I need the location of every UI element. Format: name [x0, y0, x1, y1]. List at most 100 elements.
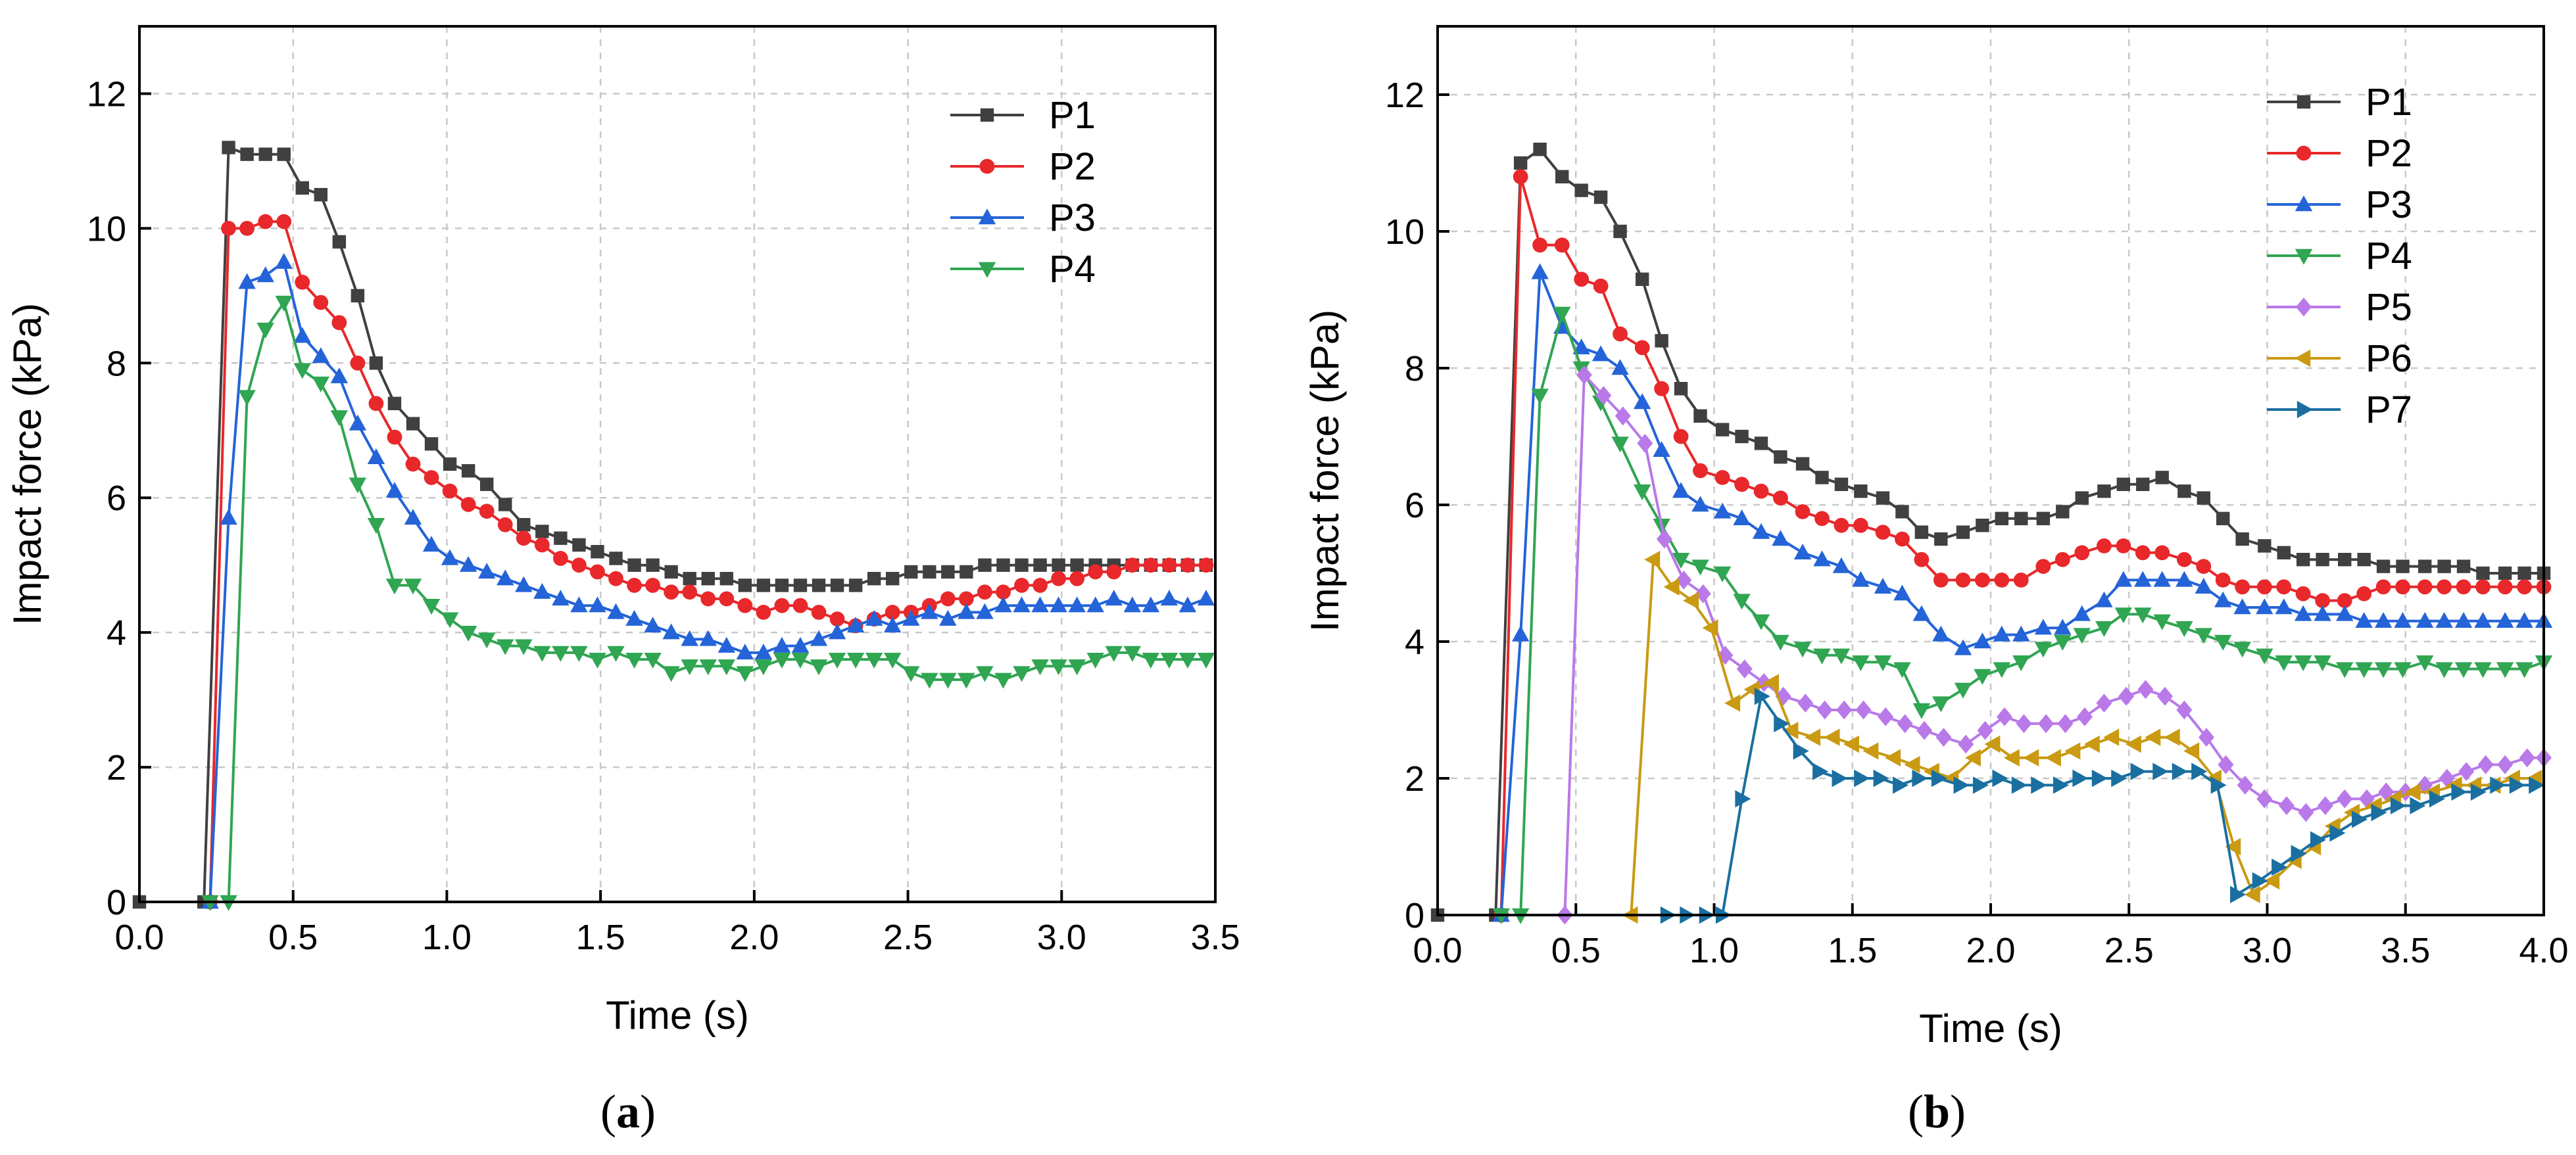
panel-b-series-p1-marker	[2296, 553, 2310, 567]
panel-a-series-p1-marker	[756, 578, 771, 592]
panel-a-series-p4-marker	[773, 652, 791, 669]
panel-b-legend-p7-label: P7	[2366, 389, 2412, 431]
panel-b-series-p6-marker	[1782, 722, 1799, 740]
panel-a-series-p4-marker	[607, 646, 625, 662]
panel-b-series-p5-marker	[1637, 434, 1653, 453]
panel-a-legend: P1 P2 P3 P4	[950, 94, 1096, 291]
panel-a-series-p2-marker	[627, 578, 642, 593]
panel-b-series-p5-marker	[2256, 789, 2273, 809]
panel-b-series-p3-marker	[2416, 612, 2434, 628]
panel-a-legend-p3: P3	[950, 197, 1096, 239]
panel-b-series-p7-marker	[1873, 769, 1889, 788]
panel-a-series-p4-marker	[681, 659, 698, 676]
panel-b-series-p7-marker	[2053, 776, 2069, 794]
panel-b-series-p3-marker	[2454, 612, 2473, 628]
panel-b-series-p2-marker	[1513, 169, 1528, 185]
panel-b-series-p4-marker	[2374, 662, 2393, 678]
panel-b-series-p7-marker	[1832, 769, 1848, 788]
panel-a-series-p4-marker	[810, 659, 828, 676]
panel-b-series-p7-marker	[2272, 859, 2288, 876]
panel-a-series-p4-marker	[1123, 646, 1141, 662]
panel-a-x-tick-label: 3.5	[1190, 918, 1240, 957]
panel-b-series-p4-marker	[1531, 389, 1549, 405]
panel-a-series-p2-marker	[1106, 564, 1122, 580]
panel-b-series-p3-marker	[2336, 605, 2354, 621]
panel-a-series-p3-marker	[1179, 596, 1197, 613]
panel-b-series-p6-marker	[2003, 749, 2020, 766]
panel-a-series-p3-marker	[552, 590, 570, 606]
panel-b-series-p2-marker	[2315, 593, 2331, 608]
panel-b-legend-p3: P3	[2267, 183, 2412, 226]
panel-b-series-p1-marker	[1976, 519, 1989, 532]
panel-a-series-p3-marker	[349, 414, 367, 431]
panel-b-series-p1-marker	[1674, 382, 1688, 396]
panel-b-series-p7-marker	[2152, 763, 2169, 780]
panel-b-series-p5-marker	[1736, 659, 1753, 678]
panel-a-series-p4-marker	[330, 410, 349, 427]
panel-a-series-p2-marker	[1161, 557, 1177, 573]
panel-b-series-p2-marker	[1834, 517, 1849, 533]
panel-a-series-p3-marker	[958, 603, 975, 619]
panel-b-series-p3-marker	[1772, 530, 1789, 546]
panel-b-chart: 0.0 0.5 1.0 1.5 2.0 2.5 3.0 3.5 4.0 0 2 4 6 8 10 12 Time…	[1303, 25, 2569, 1138]
panel-b-series-p1-marker	[2456, 559, 2471, 573]
panel-b-legend-p1-label: P1	[2366, 81, 2412, 124]
panel-b-series-p4-marker	[1691, 559, 1709, 576]
panel-a-series-p4-marker	[717, 659, 735, 676]
panel-b-series-p7-marker	[2072, 769, 2089, 788]
panel-b-series-p4-marker	[2294, 655, 2312, 671]
panel-b-series-p1-marker	[2075, 491, 2089, 505]
panel-b-series-p2-marker	[2097, 538, 2112, 554]
panel-b-series-p1-marker	[2418, 559, 2432, 573]
panel-b-series-p2-marker	[2196, 559, 2212, 574]
panel-b-series-p1-marker	[2116, 477, 2131, 491]
panel-b-series-p4-marker	[2054, 634, 2072, 651]
panel-b-series-p1-marker	[1934, 532, 1948, 546]
panel-b-series-p1-marker	[2136, 477, 2150, 491]
panel-b-series-p7-marker	[2429, 790, 2445, 808]
panel-b-series-p3-marker	[2034, 619, 2053, 635]
panel-a-series-p3-marker	[275, 252, 293, 269]
panel-b-y-tick-label: 12	[1385, 76, 1424, 115]
panel-b-series-p5-marker	[1797, 694, 1814, 713]
panel-b-series-p7-marker	[1812, 763, 1829, 780]
panel-a-legend-p3-marker	[978, 208, 996, 225]
panel-a-series-p4-marker	[1013, 666, 1031, 682]
panel-b-series-p7-marker	[2352, 811, 2368, 828]
panel-a-series-p1-marker	[996, 558, 1010, 572]
panel-a-series-p2-marker	[885, 605, 900, 620]
panel-a-gridlines	[139, 26, 1215, 902]
panel-b-series-p3-marker	[1633, 393, 1651, 410]
panel-a-series-p1-marker	[406, 417, 420, 431]
panel-b-series-p2-marker	[1853, 517, 1868, 533]
panel-a-series-p4-marker	[662, 666, 680, 682]
panel-a-series-p3-marker	[884, 617, 902, 633]
panel-b-series-p4-marker	[1974, 669, 1991, 685]
panel-b-series-p5-marker	[1836, 700, 1853, 720]
panel-b-series-p2-marker	[1532, 237, 1547, 253]
panel-a-series-p4-marker	[459, 625, 477, 642]
panel-b-legend-p2: P2	[2267, 132, 2412, 175]
panel-b-series-p3-marker	[2012, 625, 2030, 642]
panel-a-series-p3-marker	[1105, 590, 1123, 606]
panel-b-series-p7-marker	[1931, 769, 1947, 788]
panel-a-series-p1-marker	[646, 558, 660, 572]
panel-b-series-p4-marker	[1611, 436, 1629, 453]
panel-b-series-p5-marker	[1656, 529, 1672, 549]
panel-b-series-p1-marker	[1513, 156, 1528, 170]
panel-b-series-p2-marker	[2437, 579, 2452, 595]
panel-b-legend-p3-marker	[2295, 195, 2313, 212]
panel-b-series-p1-marker	[2517, 566, 2531, 580]
panel-b-series-p7-marker	[2011, 776, 2028, 794]
panel-b-series-p4-marker	[1553, 306, 1571, 323]
panel-b-series-p6-marker	[2244, 885, 2260, 903]
panel-b-series-p6-marker	[2404, 783, 2421, 801]
panel-b-series-p6-marker	[2045, 749, 2061, 766]
panel-b-series-p5-marker	[1958, 734, 1974, 754]
panel-b-series-p1-marker	[2498, 566, 2512, 580]
panel-b-series-p4-marker	[1893, 662, 1911, 678]
panel-b-series-p3-marker	[2294, 605, 2312, 621]
panel-b-series-p3-marker	[1893, 584, 1911, 601]
panel-a-series-p2	[203, 214, 1214, 910]
panel-b-series-p7-marker	[2371, 803, 2387, 822]
